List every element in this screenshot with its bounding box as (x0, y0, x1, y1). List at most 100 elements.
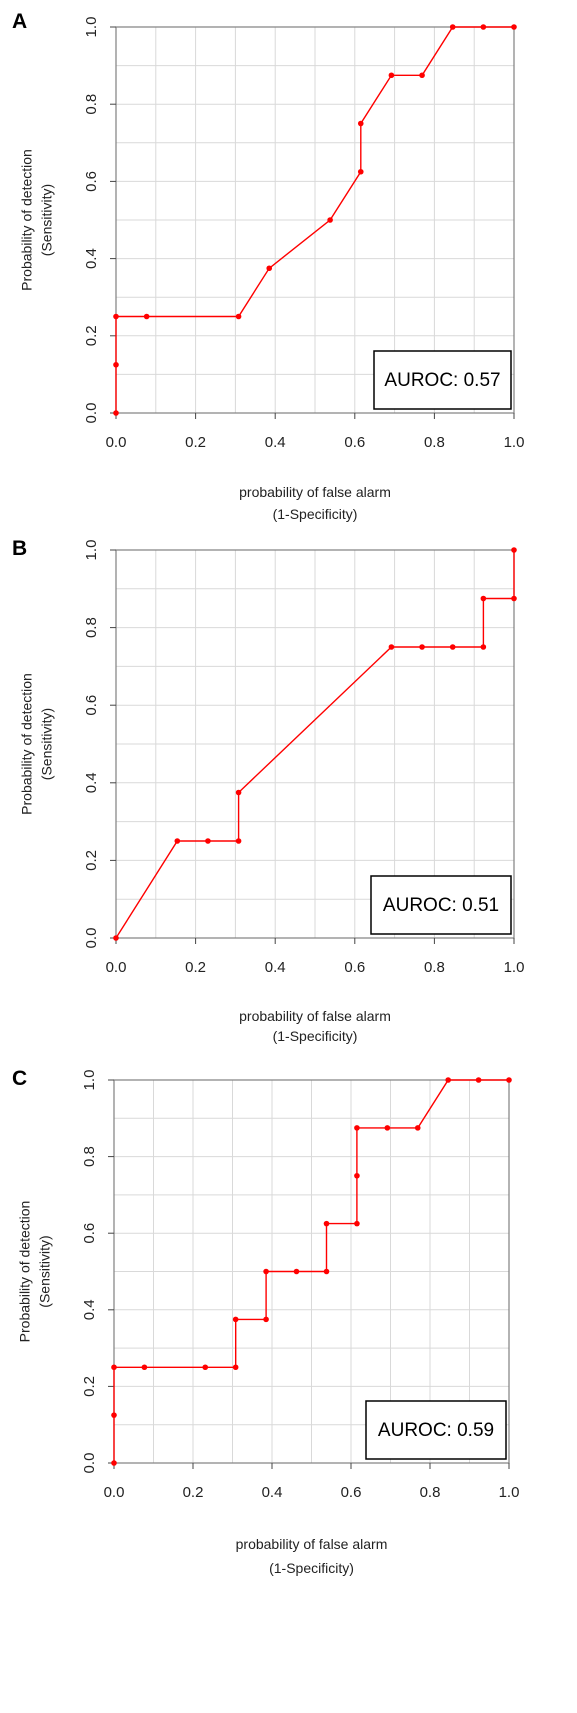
roc-curve-line (113, 1079, 509, 1463)
roc-point (480, 24, 487, 30)
roc-point (141, 1364, 148, 1371)
roc-point (111, 1412, 117, 1418)
x-axis-subtitle: (1-Specificity) (269, 1560, 354, 1576)
roc-chart-a: A 0.0 0.2 0.4 0.6 0.8 1.0 0.0 0.2 0.4 0.6 0.8 1.0 pro… (12, 10, 525, 522)
x-tick-label: 1.0 (504, 959, 525, 976)
y-tick-label: 0.6 (81, 1223, 98, 1244)
roc-point (384, 1125, 391, 1131)
roc-point (480, 595, 487, 602)
x-tick-label: 0.2 (185, 434, 206, 451)
y-tick-label: 1.0 (83, 540, 100, 561)
roc-point (263, 1268, 269, 1275)
x-tick-label: 0.6 (344, 434, 365, 451)
y-tick-label: 0.0 (83, 928, 100, 949)
y-tick-label: 1.0 (81, 1070, 98, 1091)
roc-point (113, 935, 119, 941)
auroc-label: AUROC: 0.59 (378, 1420, 494, 1441)
y-tick-label: 0.4 (81, 1299, 98, 1320)
roc-point (263, 1316, 269, 1323)
y-tick-label: 0.4 (83, 772, 100, 793)
roc-point (354, 1172, 360, 1179)
roc-point (232, 1316, 239, 1323)
x-tick-label: 0.0 (104, 1484, 125, 1501)
roc-point (449, 644, 456, 650)
y-tick-label: 0.0 (83, 403, 100, 424)
panel-letter: C (12, 1067, 27, 1090)
x-axis-subtitle: (1-Specificity) (273, 1028, 358, 1044)
roc-point (445, 1077, 451, 1083)
y-tick-label: 0.6 (83, 171, 100, 192)
y-tick-label: 0.8 (83, 94, 100, 115)
roc-point (235, 838, 242, 844)
x-tick-label: 1.0 (499, 1484, 520, 1501)
x-tick-label: 0.2 (185, 959, 206, 976)
roc-point (357, 120, 364, 127)
x-tick-label: 0.4 (265, 959, 286, 976)
y-tick-label: 0.2 (83, 850, 100, 871)
y-tick-label: 0.6 (83, 695, 100, 716)
roc-point (511, 595, 517, 602)
y-axis-title: Probability of detection (19, 149, 35, 291)
roc-point (232, 1364, 239, 1371)
roc-point (449, 24, 456, 30)
y-tick-label: 0.4 (83, 248, 100, 269)
auroc-box (370, 875, 512, 935)
y-tick-label: 0.0 (81, 1453, 98, 1474)
roc-point (354, 1220, 360, 1227)
roc-point (235, 789, 242, 796)
y-tick-label: 1.0 (83, 17, 100, 38)
roc-point (111, 1460, 117, 1466)
x-tick-label: 0.4 (265, 434, 286, 451)
x-tick-label: 0.6 (341, 1484, 362, 1501)
panel-letter: B (12, 537, 27, 560)
x-tick-label: 0.0 (106, 434, 127, 451)
roc-point (414, 1125, 421, 1131)
x-tick-label: 0.8 (424, 434, 445, 451)
roc-point (419, 644, 425, 650)
x-axis-title: probability of false alarm (239, 484, 391, 500)
roc-point (388, 72, 395, 79)
roc-panel-b: B 0.0 0.2 0.4 0.6 0.8 1.0 0.0 0.2 0.4 0.6 0.8 1.0 pro… (0, 530, 577, 1060)
roc-point (113, 410, 119, 416)
x-tick-label: 0.8 (420, 1484, 441, 1501)
x-axis-subtitle: (1-Specificity) (273, 506, 358, 522)
roc-point (388, 644, 395, 650)
roc-point (327, 217, 333, 223)
plot-frame (115, 26, 515, 414)
roc-point (357, 168, 364, 175)
roc-point (511, 24, 517, 30)
y-tick-label: 0.2 (81, 1376, 98, 1397)
roc-point (113, 313, 119, 320)
roc-point (480, 644, 487, 650)
y-tick-label: 0.8 (81, 1146, 98, 1167)
roc-point (419, 72, 425, 79)
auroc-label: AUROC: 0.51 (383, 895, 499, 916)
auroc-box (365, 1400, 507, 1460)
y-axis-title: Probability of detection (17, 1201, 33, 1343)
x-axis-title: probability of false alarm (236, 1536, 388, 1552)
roc-point (111, 1364, 117, 1371)
roc-point (506, 1077, 512, 1083)
roc-point (511, 547, 517, 553)
roc-curve-line (115, 550, 515, 939)
roc-point (235, 313, 242, 320)
plot-frame (115, 549, 515, 939)
roc-point (202, 1364, 209, 1371)
roc-point (143, 313, 150, 320)
plot-frame (113, 1079, 510, 1464)
y-tick-label: 0.2 (83, 325, 100, 346)
auroc-box (373, 350, 512, 410)
roc-point (266, 265, 273, 272)
roc-point (354, 1125, 360, 1131)
roc-curve-line (115, 26, 514, 413)
roc-point (174, 838, 181, 844)
roc-point (323, 1268, 330, 1275)
x-tick-label: 0.4 (262, 1484, 283, 1501)
x-tick-label: 0.6 (344, 959, 365, 976)
y-axis-title: Probability of detection (19, 673, 35, 815)
panel-letter: A (12, 10, 27, 33)
roc-chart-c: C 0.0 0.2 0.4 0.6 0.8 1.0 0.0 0.2 0.4 0.6 0.8 1.0 pro… (12, 1067, 520, 1576)
x-tick-label: 0.2 (183, 1484, 204, 1501)
x-tick-label: 1.0 (504, 434, 525, 451)
roc-chart-b: B 0.0 0.2 0.4 0.6 0.8 1.0 0.0 0.2 0.4 0.6 0.8 1.0 pro… (12, 537, 525, 1044)
